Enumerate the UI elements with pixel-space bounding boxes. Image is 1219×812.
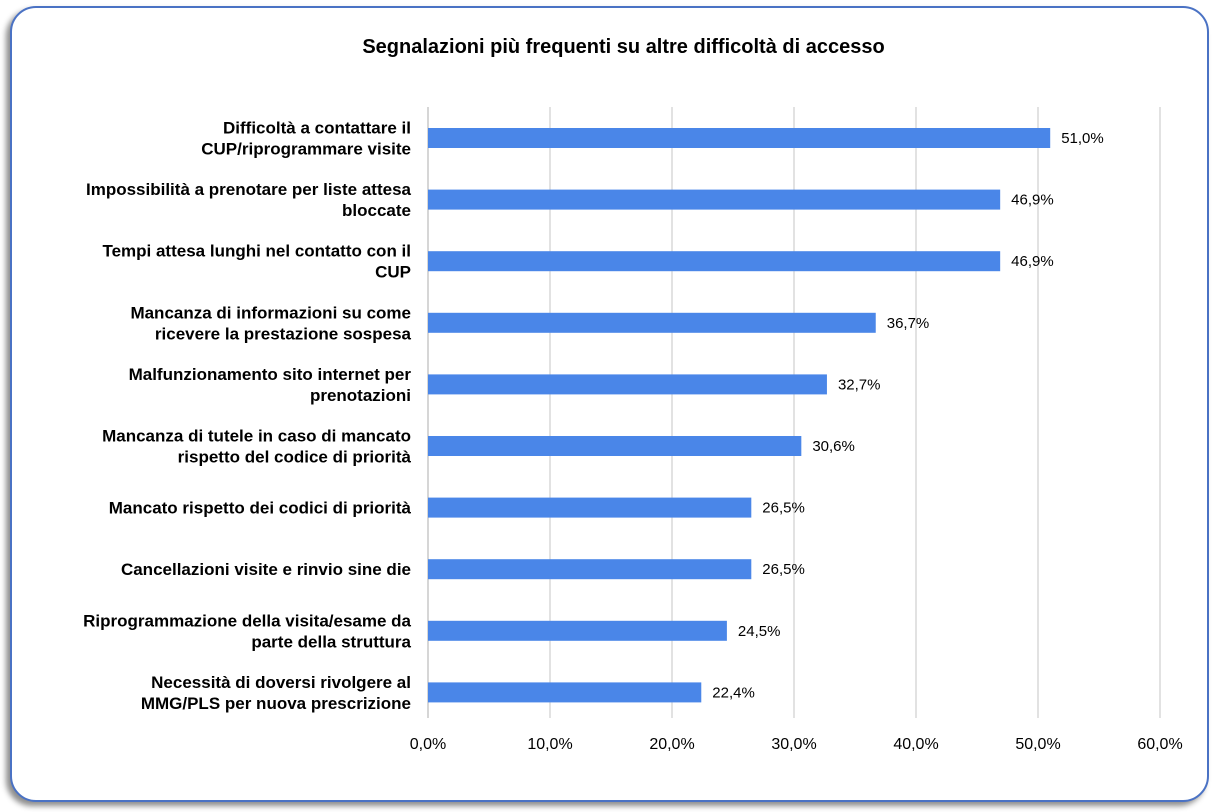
- x-tick-label: 10,0%: [527, 736, 572, 753]
- bar: [428, 189, 1001, 210]
- category-label-line: CUP: [375, 263, 411, 282]
- category-label-line: Riprogrammazione della visita/esame da: [83, 611, 411, 630]
- data-label: 32,7%: [838, 376, 881, 393]
- x-tick-label: 0,0%: [410, 736, 446, 753]
- category-label-line: Impossibilità a prenotare per liste atte…: [86, 180, 412, 199]
- bar: [428, 251, 1001, 272]
- data-label: 26,5%: [762, 500, 805, 517]
- category-label: Necessità di doversi rivolgere al MMG/PLS…: [141, 673, 411, 713]
- x-tick-label: 40,0%: [893, 736, 938, 753]
- data-label: 51,0%: [1061, 130, 1104, 147]
- category-label: Mancato rispetto dei codici di priorità: [109, 499, 412, 518]
- category-label: Malfunzionamento sito internet per prenot…: [129, 365, 412, 405]
- category-label-line: MMG/PLS per nuova prescrizione: [141, 694, 411, 713]
- bar: [428, 620, 727, 641]
- category-label-line: Mancato rispetto dei codici di priorità: [109, 499, 412, 518]
- bar: [428, 128, 1051, 148]
- data-label: 22,4%: [712, 684, 755, 701]
- category-label: Mancanza di informazioni su come ricevere…: [130, 303, 411, 343]
- category-label-line: Malfunzionamento sito internet per: [129, 365, 412, 384]
- chart-title: Segnalazioni più frequenti su altre diff…: [362, 36, 885, 58]
- category-labels: Difficoltà a contattare il CUP/riprogramm…: [83, 119, 411, 713]
- data-label: 30,6%: [812, 438, 855, 455]
- category-label-line: prenotazioni: [310, 386, 411, 405]
- category-label: Difficoltà a contattare il CUP/riprogramm…: [201, 119, 411, 159]
- category-label-line: Mancanza di informazioni su come: [130, 303, 411, 322]
- data-label: 24,5%: [738, 623, 781, 640]
- category-label-line: rispetto del codice di priorità: [178, 448, 412, 467]
- category-label-line: ricevere la prestazione sospesa: [155, 324, 412, 343]
- x-tick-label: 50,0%: [1015, 736, 1060, 753]
- category-label: Tempi attesa lunghi nel contatto con il C…: [102, 242, 411, 282]
- bar: [428, 497, 752, 518]
- category-label-line: Cancellazioni visite e rinvio sine die: [121, 560, 411, 579]
- category-label-line: Difficoltà a contattare il: [223, 119, 411, 138]
- data-label: 36,7%: [887, 315, 930, 332]
- data-label: 46,9%: [1011, 253, 1054, 270]
- category-label: Mancanza di tutele in caso di mancato ris…: [102, 427, 411, 467]
- bar: [428, 436, 802, 456]
- category-label-line: bloccate: [342, 201, 411, 220]
- bar: [428, 682, 702, 703]
- bar: [428, 559, 752, 580]
- category-label-line: Tempi attesa lunghi nel contatto con il: [102, 242, 411, 261]
- category-label: Impossibilità a prenotare per liste atte…: [86, 180, 412, 220]
- category-label: Cancellazioni visite e rinvio sine die: [121, 560, 411, 579]
- category-label-line: parte della struttura: [251, 632, 411, 651]
- x-axis-ticks: 0,0% 10,0% 20,0% 30,0% 40,0% 50,0% 60,0%: [410, 736, 1183, 753]
- bar: [428, 312, 876, 333]
- category-label-line: CUP/riprogrammare visite: [201, 140, 411, 159]
- bar: [428, 374, 827, 395]
- category-label: Riprogrammazione della visita/esame da pa…: [83, 611, 411, 651]
- x-tick-label: 20,0%: [649, 736, 694, 753]
- category-label-line: Necessità di doversi rivolgere al: [151, 673, 411, 692]
- x-tick-label: 60,0%: [1137, 736, 1182, 753]
- x-tick-label: 30,0%: [771, 736, 816, 753]
- data-labels: 51,0% 46,9% 46,9% 36,7% 32,7% 30,6% 26,5% 26,5%…: [712, 130, 1103, 701]
- data-label: 46,9%: [1011, 192, 1054, 209]
- bars: [428, 128, 1051, 703]
- data-label: 26,5%: [762, 561, 805, 578]
- category-label-line: Mancanza di tutele in caso di mancato: [102, 427, 411, 446]
